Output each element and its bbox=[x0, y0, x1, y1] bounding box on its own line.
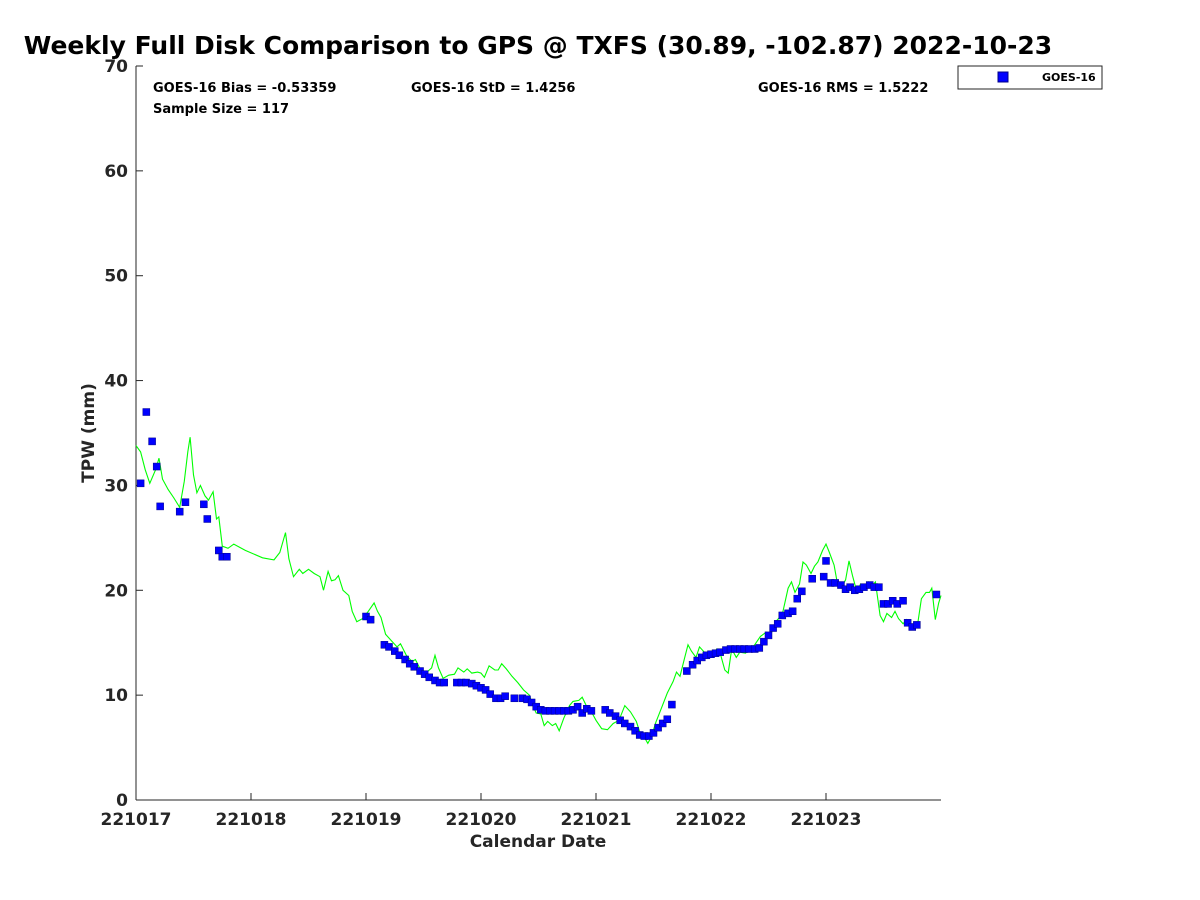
y-tick-label: 50 bbox=[104, 267, 128, 287]
goes-point bbox=[573, 702, 582, 711]
goes-point bbox=[913, 621, 921, 629]
goes-point bbox=[410, 663, 419, 671]
stats-annotations: GOES-16 Bias = -0.53359 GOES-16 StD = 1.… bbox=[153, 81, 928, 117]
goes-point bbox=[510, 694, 519, 703]
x-tick-label: 221017 bbox=[101, 810, 172, 830]
goes-point bbox=[658, 719, 667, 728]
x-tick-label: 221019 bbox=[331, 810, 402, 830]
goes-point bbox=[788, 607, 797, 616]
goes-point bbox=[152, 462, 161, 471]
goes-point bbox=[156, 502, 164, 511]
goes-point bbox=[181, 498, 190, 506]
goes-point bbox=[501, 692, 509, 700]
goes-point bbox=[631, 727, 639, 735]
goes-point bbox=[837, 581, 845, 589]
goes-point bbox=[148, 437, 156, 446]
goes-point bbox=[755, 644, 764, 652]
goes-point bbox=[203, 515, 212, 523]
goes-point bbox=[486, 690, 494, 698]
goes-point bbox=[764, 631, 773, 640]
goes-point bbox=[401, 655, 409, 664]
x-tick-label: 221020 bbox=[446, 810, 517, 830]
goes-point bbox=[683, 667, 691, 675]
goes-series bbox=[136, 408, 941, 740]
goes-point bbox=[663, 715, 672, 724]
gps-line bbox=[135, 437, 942, 745]
goes-point bbox=[611, 712, 620, 720]
goes-point bbox=[200, 500, 208, 509]
goes-point bbox=[688, 660, 697, 669]
goes-point bbox=[385, 643, 393, 651]
y-tick-label: 10 bbox=[104, 686, 128, 706]
bias-stat: GOES-16 Bias = -0.53359 bbox=[153, 81, 336, 96]
goes-point bbox=[395, 651, 404, 660]
goes-point bbox=[668, 700, 676, 709]
goes-point bbox=[773, 620, 782, 628]
goes-point bbox=[142, 408, 151, 416]
goes-point bbox=[899, 597, 907, 605]
goes-point bbox=[481, 686, 490, 694]
y-axis: 0 10 20 30 40 50 60 70 bbox=[104, 57, 143, 811]
y-axis-label: TPW (mm) bbox=[79, 383, 99, 483]
legend[interactable]: GOES-16 bbox=[957, 65, 1103, 90]
goes-point bbox=[223, 552, 231, 561]
y-tick-label: 60 bbox=[104, 162, 128, 182]
goes-point bbox=[626, 722, 635, 731]
goes-point bbox=[391, 647, 399, 655]
goes-point bbox=[366, 615, 375, 624]
x-axis-label: Calendar Date bbox=[470, 832, 607, 852]
goes-point bbox=[175, 507, 184, 516]
goes-point bbox=[527, 698, 536, 707]
rms-stat: GOES-16 RMS = 1.5222 bbox=[758, 81, 928, 96]
goes-point bbox=[760, 637, 768, 646]
goes-point bbox=[798, 587, 806, 596]
goes-point bbox=[654, 723, 662, 732]
legend-marker-square-icon bbox=[997, 71, 1009, 83]
x-tick-label: 221023 bbox=[791, 810, 862, 830]
legend-box bbox=[957, 65, 1103, 90]
chart-title: Weekly Full Disk Comparison to GPS @ TXF… bbox=[24, 31, 1052, 60]
goes-point bbox=[649, 729, 658, 737]
goes-point bbox=[578, 709, 586, 717]
goes-point bbox=[440, 678, 448, 687]
goes-point bbox=[215, 546, 223, 555]
sample-size-stat: Sample Size = 117 bbox=[153, 102, 289, 117]
x-tick-label: 221022 bbox=[676, 810, 747, 830]
goes-point bbox=[932, 590, 941, 599]
y-tick-label: 0 bbox=[116, 791, 128, 811]
goes-point bbox=[822, 557, 830, 565]
goes-point bbox=[819, 572, 828, 581]
goes-point bbox=[793, 594, 801, 603]
goes-point bbox=[808, 575, 816, 583]
goes-point bbox=[769, 624, 777, 632]
std-stat: GOES-16 StD = 1.4256 bbox=[411, 81, 575, 96]
x-tick-label: 221021 bbox=[561, 810, 632, 830]
legend-label-goes16: GOES-16 bbox=[1042, 71, 1096, 84]
plot-frame bbox=[135, 66, 941, 801]
y-tick-label: 20 bbox=[104, 581, 128, 601]
goes-point bbox=[875, 583, 883, 591]
y-tick-label: 70 bbox=[104, 57, 128, 77]
y-tick-label: 40 bbox=[104, 372, 128, 392]
goes-point bbox=[903, 619, 912, 627]
y-tick-label: 30 bbox=[104, 476, 128, 496]
goes-point bbox=[136, 479, 145, 488]
gps-series bbox=[135, 437, 942, 745]
x-tick-label: 221018 bbox=[216, 810, 287, 830]
x-axis: 221017 221018 221019 221020 221021 221022 2210… bbox=[101, 793, 862, 830]
goes-point bbox=[587, 707, 596, 715]
